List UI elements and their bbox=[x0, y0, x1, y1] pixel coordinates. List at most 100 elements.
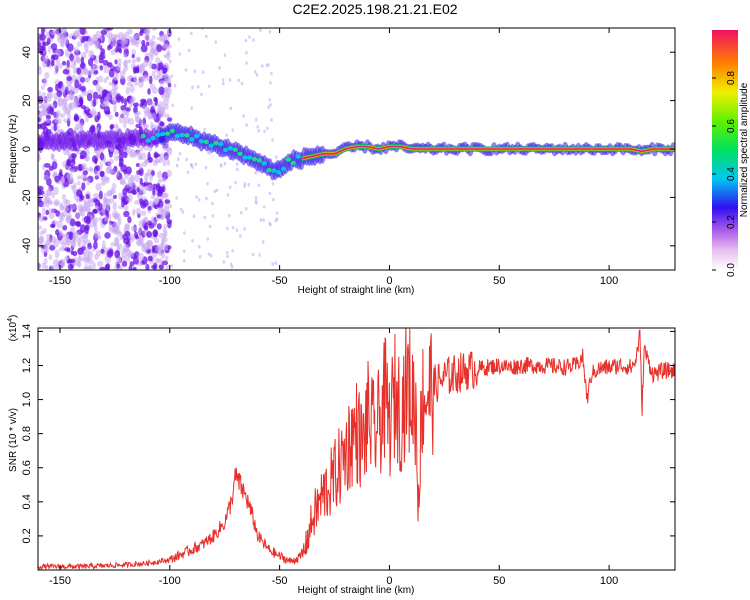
noise-blob bbox=[259, 218, 263, 222]
noise-blob bbox=[164, 74, 169, 81]
noise-blob bbox=[225, 133, 228, 138]
noise-blob bbox=[182, 258, 186, 263]
noise-blob bbox=[226, 226, 229, 231]
noise-blob bbox=[99, 266, 106, 270]
noise-blob bbox=[211, 214, 215, 218]
noise-blob bbox=[269, 103, 272, 107]
colorbar-ticks: 0.0 0.2 0.4 0.6 0.8 bbox=[712, 71, 737, 277]
track-core bbox=[164, 131, 171, 136]
noise-blob bbox=[38, 65, 42, 71]
noise-blob bbox=[59, 202, 64, 210]
noise-blob bbox=[92, 98, 97, 107]
noise-blob bbox=[81, 162, 87, 172]
noise-blob bbox=[140, 242, 145, 248]
noise-blob bbox=[49, 107, 55, 116]
noise-blob bbox=[45, 209, 50, 216]
noise-blob bbox=[92, 91, 99, 101]
track-core bbox=[271, 168, 277, 173]
colorbar-tick-label: 0.0 bbox=[726, 263, 737, 277]
noise-blob bbox=[66, 113, 71, 121]
noise-blob bbox=[133, 75, 137, 83]
noise-blob bbox=[123, 210, 130, 218]
noise-blob bbox=[157, 187, 163, 196]
y-tick-label: 1.0 bbox=[21, 392, 33, 407]
y-tick-label: -40 bbox=[21, 238, 33, 254]
noise-blob bbox=[66, 158, 71, 166]
noise-blob bbox=[122, 187, 128, 197]
noise-blob bbox=[156, 108, 162, 114]
noise-blob bbox=[150, 219, 156, 224]
noise-blob bbox=[248, 35, 251, 39]
noise-blob bbox=[62, 224, 68, 231]
spectrogram-x-axis: -150 -100 -50 0 50 100 bbox=[49, 28, 618, 287]
noise-blob bbox=[85, 105, 89, 111]
noise-blob bbox=[145, 41, 150, 46]
noise-blob bbox=[205, 34, 208, 39]
noise-blob bbox=[42, 207, 46, 216]
noise-blob bbox=[126, 182, 132, 188]
noise-blob bbox=[83, 266, 88, 270]
noise-blob bbox=[112, 95, 116, 104]
noise-blob bbox=[72, 30, 80, 39]
noise-blob bbox=[152, 187, 156, 197]
noise-blob bbox=[102, 239, 106, 249]
noise-blob bbox=[54, 175, 60, 183]
noise-blob bbox=[140, 28, 144, 34]
noise-blob bbox=[156, 44, 163, 53]
noise-blob bbox=[254, 199, 258, 204]
y-tick-label: 0.6 bbox=[21, 460, 33, 475]
y-tick-label: 0.2 bbox=[21, 528, 33, 543]
noise-blob bbox=[177, 37, 181, 41]
noise-blob bbox=[167, 117, 173, 122]
noise-blob bbox=[62, 97, 67, 107]
track-core bbox=[276, 170, 282, 175]
noise-blob bbox=[138, 167, 144, 176]
noise-blob bbox=[69, 53, 74, 62]
noise-blob bbox=[108, 114, 113, 120]
track-core bbox=[242, 155, 248, 160]
noise-blob bbox=[262, 218, 265, 222]
noise-blob bbox=[166, 159, 171, 166]
noise-blob bbox=[242, 114, 245, 118]
x-tick-label: 0 bbox=[386, 275, 392, 287]
noise-blob bbox=[94, 38, 99, 47]
noise-blob bbox=[45, 31, 50, 40]
noise-blob bbox=[269, 222, 272, 227]
noise-blob bbox=[135, 208, 142, 215]
noise-blob bbox=[75, 221, 79, 226]
colorbar-tick-label: 0.2 bbox=[726, 215, 737, 229]
noise-blob bbox=[40, 85, 45, 90]
noise-blob bbox=[254, 171, 257, 175]
noise-blob bbox=[162, 158, 167, 167]
noise-blob bbox=[44, 72, 50, 79]
noise-blob bbox=[159, 206, 164, 213]
noise-blob bbox=[107, 44, 111, 51]
y-tick-label: 20 bbox=[21, 94, 33, 106]
noise-blob bbox=[47, 238, 52, 247]
noise-blob bbox=[151, 70, 156, 77]
noise-blob bbox=[38, 262, 41, 270]
noise-blob bbox=[190, 163, 193, 167]
noise-blob bbox=[82, 198, 87, 204]
noise-blob bbox=[275, 211, 279, 215]
noise-blob bbox=[79, 155, 84, 160]
noise-blob bbox=[198, 254, 202, 259]
noise-blob bbox=[192, 214, 196, 219]
noise-blob bbox=[243, 227, 246, 231]
track-core bbox=[184, 133, 190, 138]
y-tick-label: 0 bbox=[21, 146, 33, 152]
noise-blob bbox=[120, 75, 126, 80]
noise-blob bbox=[245, 123, 248, 127]
track-core bbox=[208, 143, 214, 148]
noise-blob bbox=[239, 210, 243, 215]
noise-blob bbox=[182, 249, 186, 254]
noise-blob bbox=[135, 239, 142, 246]
noise-blob bbox=[150, 170, 155, 176]
noise-blob bbox=[84, 114, 89, 123]
noise-blob bbox=[231, 128, 235, 132]
noise-blob bbox=[157, 258, 161, 263]
noise-blob bbox=[145, 185, 150, 191]
track-core bbox=[169, 128, 176, 134]
noise-blob bbox=[141, 39, 146, 46]
noise-blob bbox=[225, 250, 229, 255]
